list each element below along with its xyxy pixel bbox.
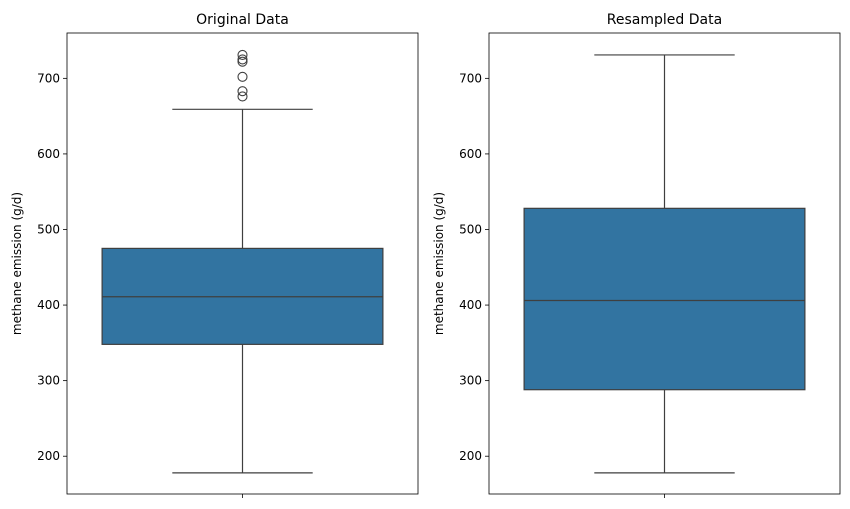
axes-frame	[66, 32, 419, 495]
y-tick-label: 300	[37, 374, 60, 388]
outlier-point	[237, 49, 248, 60]
outlier-point	[237, 91, 248, 102]
outlier-point	[237, 54, 248, 65]
y-axis-label: methane emission (g/d)	[10, 192, 24, 335]
chart-title: Original Data	[196, 12, 289, 28]
subplot-resampled: 200 300 400 500 600 700 Resampled Data methane …	[432, 12, 841, 498]
chart-title: Resampled Data	[607, 12, 722, 28]
outlier-point	[237, 71, 248, 82]
y-tick-label: 400	[37, 298, 60, 312]
iqr-box	[523, 207, 806, 391]
y-tick-label: 600	[459, 147, 482, 161]
axes-frame	[488, 32, 841, 495]
y-tick-label: 200	[37, 449, 60, 463]
y-tick-label: 700	[37, 71, 60, 85]
outlier-point	[237, 86, 248, 97]
y-tick-label: 300	[459, 374, 482, 388]
y-tick-label: 400	[459, 298, 482, 312]
y-tick-label: 200	[459, 449, 482, 463]
y-tick-label: 600	[37, 147, 60, 161]
subplot-original: 200 300 400 500 600 700 Original Data methane e…	[10, 12, 419, 498]
y-axis-label: methane emission (g/d)	[432, 192, 446, 335]
y-tick-label: 500	[459, 222, 482, 236]
y-tick-label: 500	[37, 222, 60, 236]
y-tick-label: 700	[459, 71, 482, 85]
